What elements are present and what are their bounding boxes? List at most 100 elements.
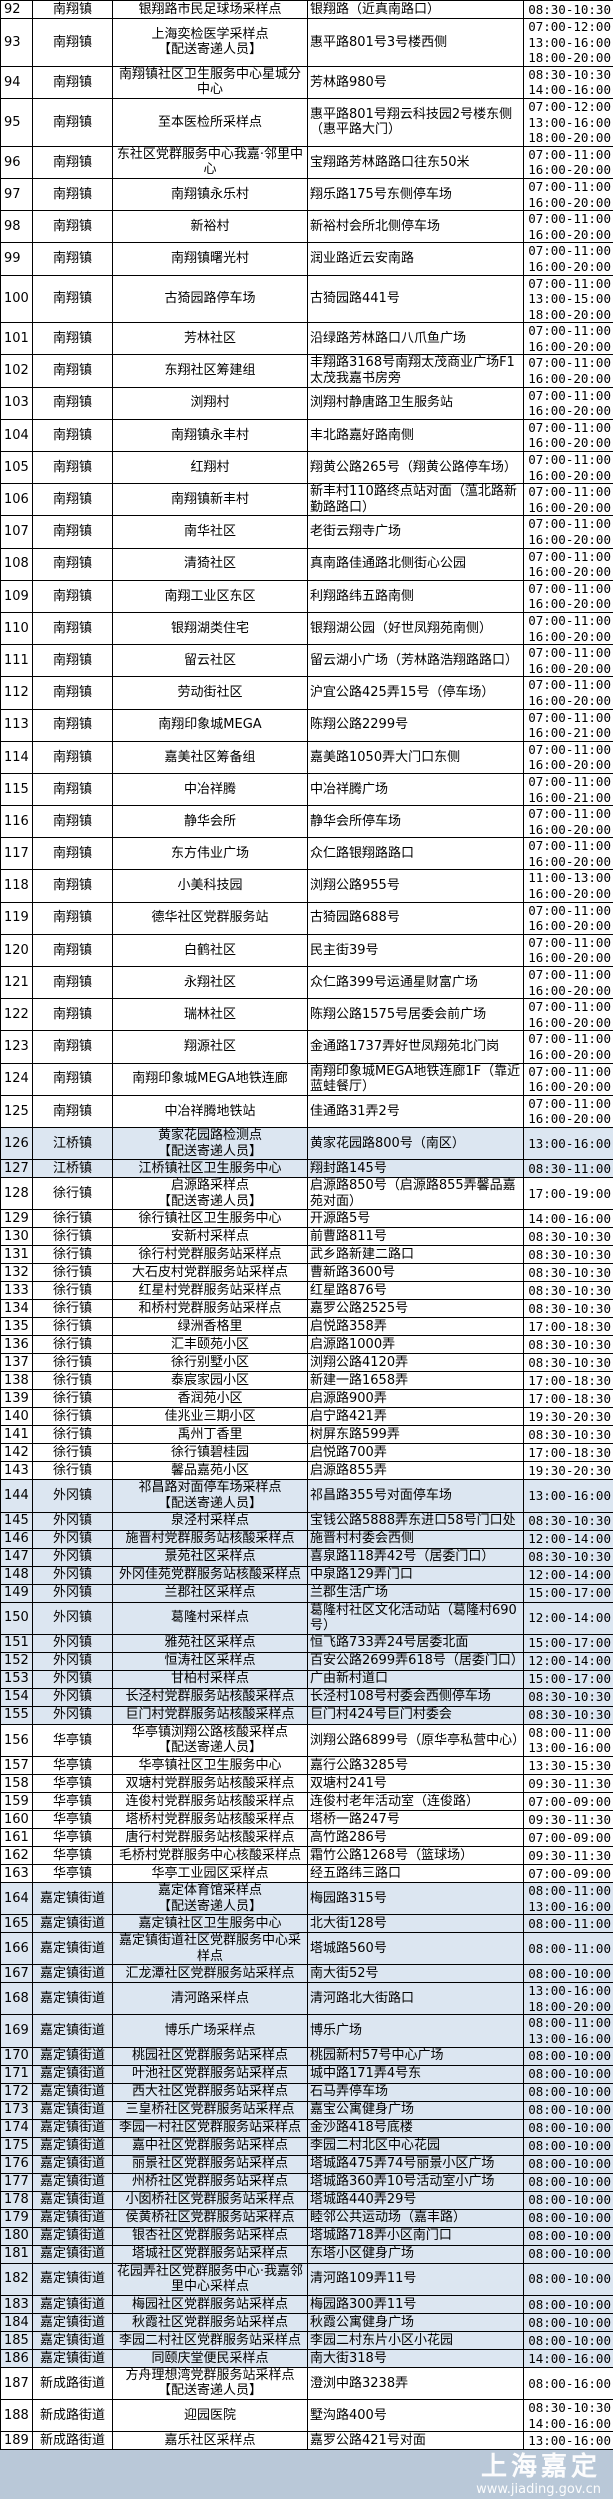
address-cell: 金沙路418号底楼 xyxy=(308,2119,524,2137)
address-cell: 众仁路银翔路路口 xyxy=(308,838,524,870)
site-cell: 香润苑小区 xyxy=(113,1390,308,1408)
time-slot: 17:00-19:00 xyxy=(526,1186,611,1202)
site-name: 塔桥村党群服务站核酸采样点 xyxy=(115,1812,305,1828)
time-slot: 09:30-11:30 xyxy=(526,1848,611,1864)
time-slot: 08:00-10:00 xyxy=(526,2192,611,2208)
time-slot: 16:00-21:00 xyxy=(526,725,611,741)
row-number: 152 xyxy=(1,1652,33,1670)
row-number: 125 xyxy=(1,1095,33,1127)
time-slot: 07:00-11:00 xyxy=(526,516,611,532)
site-name: 嘉定镇街道社区党群服务中心采样点 xyxy=(115,1933,305,1964)
site-name: 嘉定镇社区卫生服务中心 xyxy=(115,1916,305,1932)
address-cell: 梅园路300弄11号 xyxy=(308,2295,524,2313)
time-slot: 18:00-20:00 xyxy=(526,50,611,66)
site-name: 银翔湖类住宅 xyxy=(115,621,305,637)
site-cell: 葛隆村采样点 xyxy=(113,1602,308,1634)
address-cell: 银翔湖公园（好世凤翔苑南侧） xyxy=(308,612,524,644)
time-cell: 15:00-17:00 xyxy=(524,1584,613,1602)
row-number: 158 xyxy=(1,1774,33,1792)
time-cell: 08:00-10:00 xyxy=(524,2313,613,2331)
watermark-logo-text: 上海嘉定 xyxy=(0,2452,601,2482)
site-cell: 至本医检所采样点 xyxy=(113,98,308,146)
site-name: 佳兆业三期小区 xyxy=(115,1409,305,1425)
time-slot: 07:00-09:00 xyxy=(526,1866,611,1882)
address-cell: 新裕村会所北侧停车场 xyxy=(308,211,524,243)
time-cell: 08:00-10:00 xyxy=(524,2191,613,2209)
address-cell: 桃园新村57号中心广场 xyxy=(308,2047,524,2065)
delivery-staff-tag: 【配送寄递人员】 xyxy=(115,1144,305,1160)
site-cell: 黄家花园路检测点【配送寄递人员】 xyxy=(113,1127,308,1159)
time-cell: 17:00-18:30 xyxy=(524,1372,613,1390)
address-cell: 塔城路718弄小区南门口 xyxy=(308,2227,524,2245)
time-slot: 08:30-10:30 xyxy=(526,1265,611,1281)
site-cell: 中冶祥腾 xyxy=(113,773,308,805)
town-cell: 嘉定镇街道 xyxy=(33,2101,113,2119)
time-slot: 16:00-20:00 xyxy=(526,950,611,966)
site-cell: 长泾村党群服务站核酸采样点 xyxy=(113,1688,308,1706)
time-cell: 08:00-10:00 xyxy=(524,2227,613,2245)
site-name: 塔城社区党群服务站采样点 xyxy=(115,2246,305,2262)
time-slot: 08:30-11:00 xyxy=(526,1161,611,1177)
time-cell: 08:00-11:00 xyxy=(524,1915,613,1933)
time-cell: 07:00-09:00 xyxy=(524,1828,613,1846)
time-slot: 13:00-16:00 xyxy=(526,115,611,131)
site-name: 南翔镇永乐村 xyxy=(115,187,305,203)
site-cell: 李园二村社区党群服务站采样点 xyxy=(113,2331,308,2349)
site-cell: 德华社区党群服务站 xyxy=(113,902,308,934)
time-slot: 17:00-18:30 xyxy=(526,1445,611,1461)
time-cell: 15:00-17:00 xyxy=(524,1670,613,1688)
row-number: 163 xyxy=(1,1864,33,1882)
site-cell: 梅园社区党群服务站采样点 xyxy=(113,2295,308,2313)
site-cell: 馨品嘉苑小区 xyxy=(113,1462,308,1480)
time-slot: 08:00-10:00 xyxy=(526,2297,611,2313)
row-number: 176 xyxy=(1,2155,33,2173)
town-cell: 徐行镇 xyxy=(33,1228,113,1246)
time-slot: 13:00-16:00 xyxy=(526,1488,611,1504)
row-number: 114 xyxy=(1,741,33,773)
town-cell: 外冈镇 xyxy=(33,1584,113,1602)
site-cell: 泰宸家园小区 xyxy=(113,1372,308,1390)
site-name: 徐行镇碧桂园 xyxy=(115,1445,305,1461)
address-cell: 清河路109弄11号 xyxy=(308,2263,524,2295)
address-cell: 惠平路801号3号楼西侧 xyxy=(308,19,524,67)
time-slot: 08:30-10:30 xyxy=(526,2400,611,2416)
town-cell: 南翔镇 xyxy=(33,516,113,548)
site-name: 唐行村党群服务站核酸采样点 xyxy=(115,1830,305,1846)
site-name: 古猗园路停车场 xyxy=(115,291,305,307)
site-name: 中冶祥腾地铁站 xyxy=(115,1104,305,1120)
row-number: 175 xyxy=(1,2137,33,2155)
town-cell: 嘉定镇街道 xyxy=(33,1965,113,1983)
time-slot: 07:00-11:00 xyxy=(526,1064,611,1080)
town-cell: 外冈镇 xyxy=(33,1634,113,1652)
time-slot: 09:30-11:30 xyxy=(526,1812,611,1828)
time-slot: 08:00-10:00 xyxy=(526,2120,611,2136)
site-cell: 小美科技园 xyxy=(113,870,308,902)
site-name: 华亭镇社区卫生服务中心 xyxy=(115,1758,305,1774)
time-slot: 16:00-20:00 xyxy=(526,500,611,516)
row-number: 116 xyxy=(1,806,33,838)
address-cell: 澄浏中路3238弄 xyxy=(308,2367,524,2399)
time-slot: 16:00-20:00 xyxy=(526,532,611,548)
time-slot: 07:00-11:00 xyxy=(526,967,611,983)
time-cell: 08:30-10:30 xyxy=(524,1,613,19)
row-number: 166 xyxy=(1,1933,33,1965)
time-slot: 07:00-11:00 xyxy=(526,179,611,195)
town-cell: 嘉定镇街道 xyxy=(33,2313,113,2331)
time-cell: 08:00-10:00 xyxy=(524,1965,613,1983)
